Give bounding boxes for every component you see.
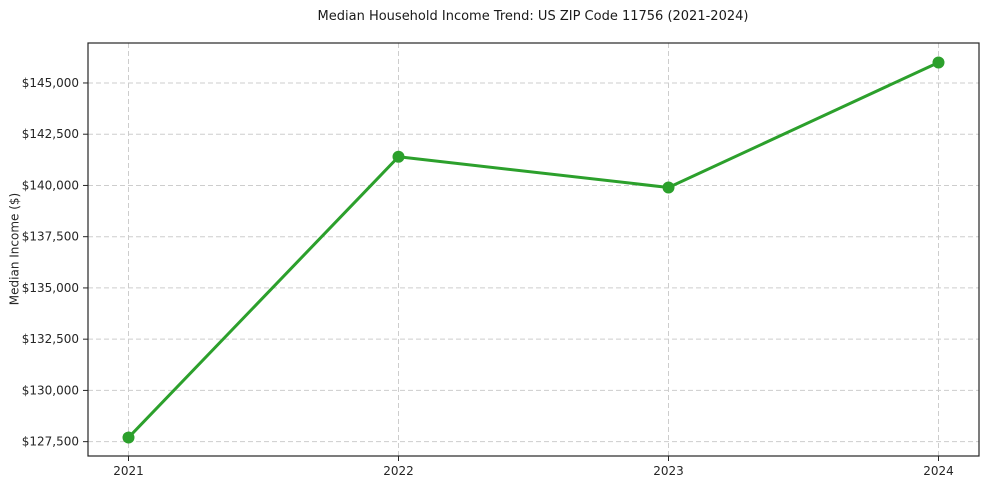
x-tick-label: 2023 — [653, 464, 684, 478]
y-tick-label: $130,000 — [22, 383, 79, 397]
data-point — [662, 181, 675, 194]
y-tick-label: $142,500 — [22, 127, 79, 141]
data-point — [392, 150, 405, 163]
y-tick-label: $127,500 — [22, 435, 79, 449]
y-tick-label: $140,000 — [22, 178, 79, 192]
chart-title: Median Household Income Trend: US ZIP Co… — [318, 9, 749, 24]
x-tick-label: 2021 — [113, 464, 144, 478]
plot-border — [87, 42, 980, 457]
y-tick-label: $145,000 — [22, 76, 79, 90]
x-tick-label: 2022 — [383, 464, 414, 478]
data-point — [932, 56, 945, 69]
chart-layer: $127,500 $130,000 $132,500 $135,000 $137,500… — [22, 42, 980, 478]
y-axis-label: Median Income ($) — [8, 193, 22, 305]
y-tick-label: $137,500 — [22, 230, 79, 244]
y-tick-label: $135,000 — [22, 281, 79, 295]
data-point — [122, 431, 135, 444]
x-tick-label: 2024 — [923, 464, 954, 478]
data-line — [127, 60, 940, 440]
y-tick-label: $132,500 — [22, 332, 79, 346]
